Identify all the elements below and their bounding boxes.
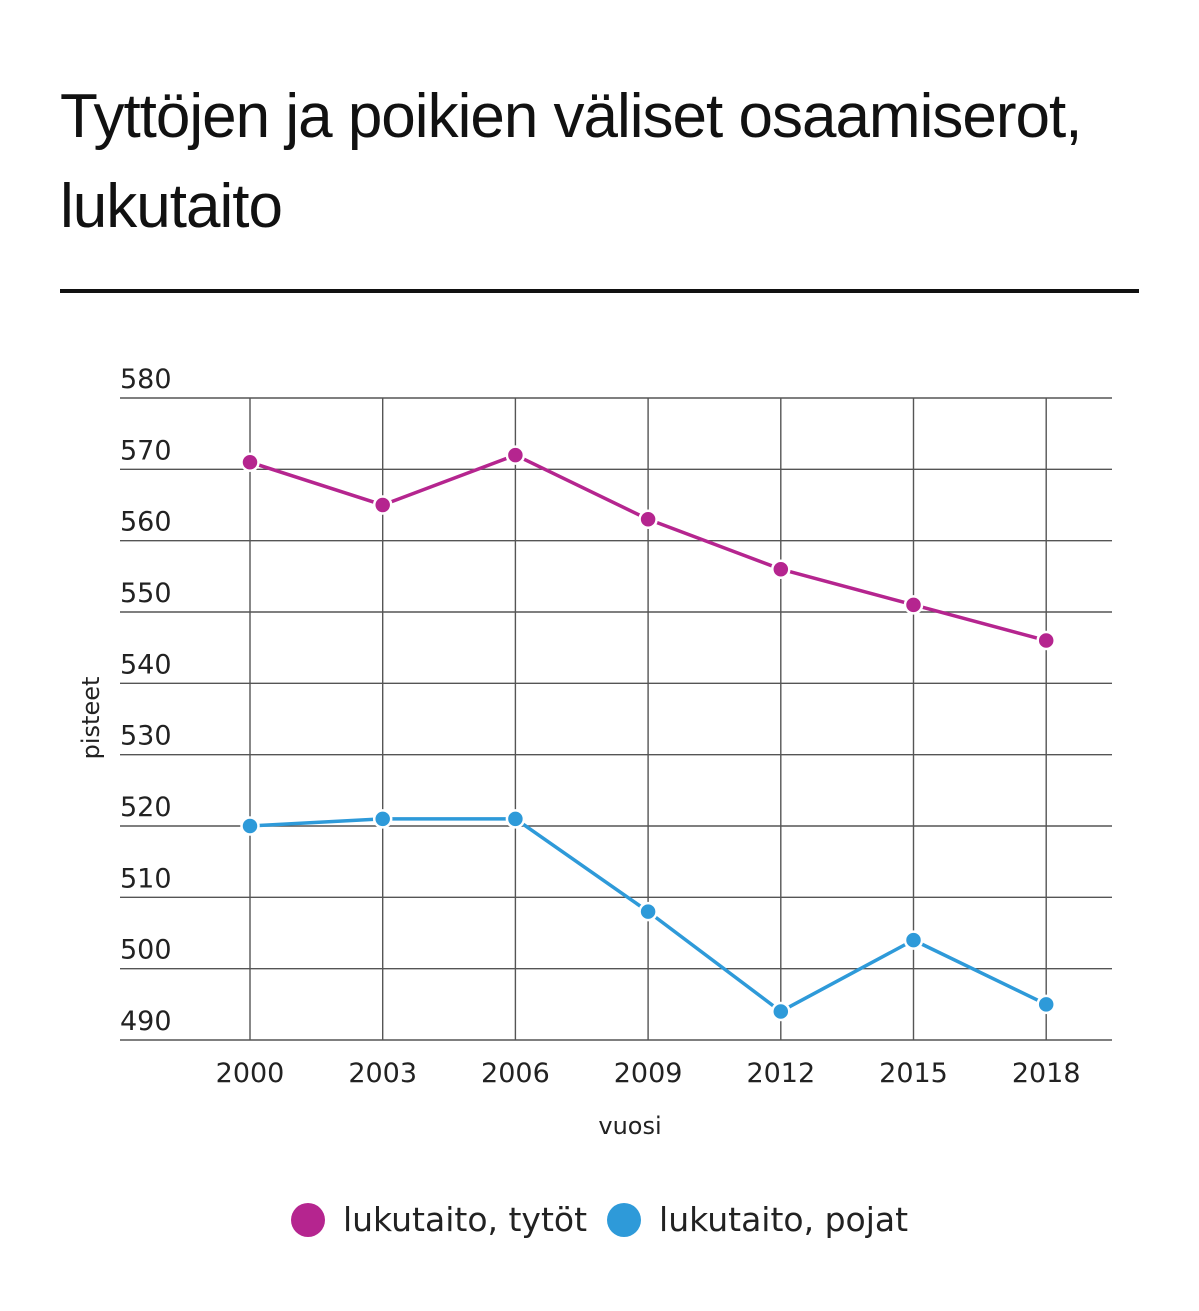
x-axis-label: vuosi — [598, 1112, 661, 1140]
legend-marker-girls — [290, 1202, 325, 1237]
x-tick-label: 2000 — [216, 1058, 285, 1089]
y-tick-label: 490 — [120, 1006, 172, 1037]
data-point-1 — [771, 1001, 791, 1022]
data-point-1 — [903, 930, 924, 950]
data-point-0 — [638, 509, 658, 530]
x-tick-label: 2018 — [1012, 1058, 1081, 1089]
x-tick-label: 2003 — [348, 1058, 417, 1089]
y-tick-label: 520 — [120, 792, 172, 823]
y-tick-label: 510 — [120, 863, 172, 894]
data-point-1 — [372, 809, 393, 829]
data-point-0 — [505, 445, 526, 465]
legend-label-boys: lukutaito, pojat — [659, 1200, 909, 1239]
x-tick-label: 2006 — [481, 1058, 550, 1089]
x-tick-labels: 2000 2003 2006 2009 2012 2015 2018 — [216, 1058, 1081, 1089]
y-tick-label: 550 — [120, 578, 172, 609]
x-tick-label: 2012 — [746, 1058, 815, 1089]
title-divider — [60, 289, 1139, 293]
chart-title: Tyttöjen ja poikien väliset osaamiserot,… — [60, 82, 1082, 241]
y-tick-label: 500 — [120, 935, 172, 966]
legend-item-girls: lukutaito, tytöt — [290, 1200, 588, 1239]
y-axis-label: pisteet — [77, 677, 105, 760]
y-tick-label: 580 — [120, 364, 172, 395]
legend-marker-boys — [607, 1202, 642, 1237]
legend: lukutaito, tytöt lukutaito, pojat — [0, 1200, 1199, 1239]
legend-item-boys: lukutaito, pojat — [607, 1200, 908, 1239]
y-tick-label: 530 — [120, 721, 172, 752]
legend-label-girls: lukutaito, tytöt — [342, 1200, 588, 1239]
x-tick-label: 2009 — [614, 1058, 683, 1089]
y-tick-label: 560 — [120, 507, 172, 538]
grid-lines — [120, 397, 1112, 1041]
data-point-1 — [1036, 994, 1056, 1015]
data-point-0 — [372, 495, 393, 515]
data-point-0 — [1036, 630, 1056, 651]
data-point-1 — [240, 816, 260, 836]
y-tick-label: 540 — [120, 649, 172, 680]
series-lines — [240, 445, 1056, 1022]
data-point-1 — [638, 901, 658, 922]
y-tick-label: 570 — [120, 435, 172, 466]
data-point-0 — [903, 595, 924, 615]
data-point-1 — [505, 809, 526, 829]
data-point-0 — [240, 452, 260, 472]
data-point-0 — [771, 559, 791, 579]
y-tick-labels: 580 570 560 550 540 530 520 510 500 490 — [120, 364, 172, 1037]
x-tick-label: 2015 — [879, 1058, 948, 1089]
